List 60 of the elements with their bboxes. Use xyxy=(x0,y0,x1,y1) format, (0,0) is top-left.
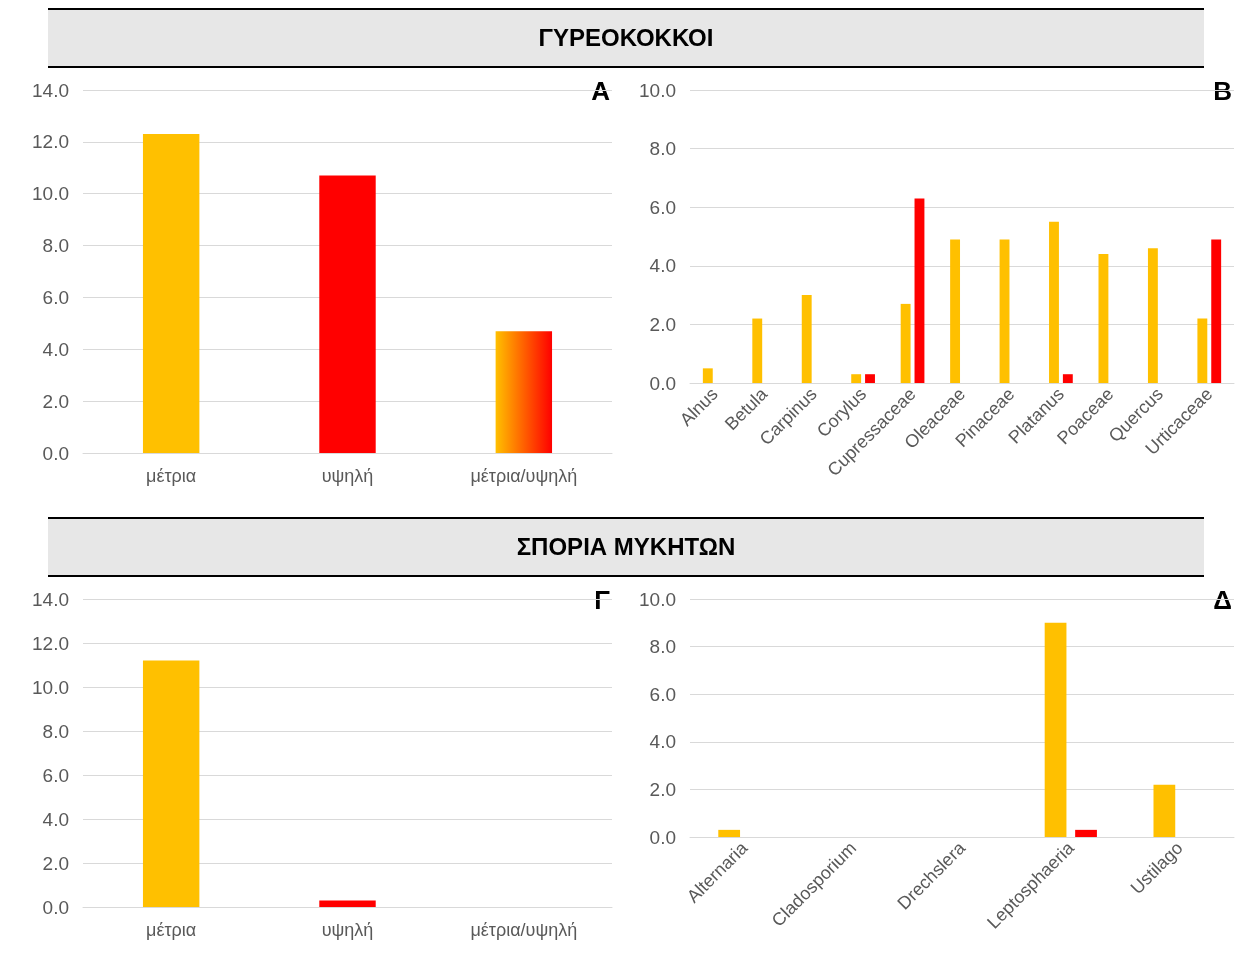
y-tick-label: 2.0 xyxy=(42,852,69,874)
bar xyxy=(1049,221,1059,383)
y-tick-label: 4.0 xyxy=(42,338,69,360)
y-tick-label: 10.0 xyxy=(32,676,69,698)
bar xyxy=(851,374,862,383)
x-tick-label: μέτρια xyxy=(146,920,197,940)
chart-title: ΓΥΡΕΟΚΟΚΚΟΙ xyxy=(48,8,1204,68)
bar xyxy=(1044,622,1067,837)
y-tick-label: 14.0 xyxy=(32,79,69,101)
bar xyxy=(142,134,200,453)
bar xyxy=(702,368,713,383)
y-tick-label: 8.0 xyxy=(42,235,69,257)
bar xyxy=(1098,254,1109,383)
y-tick-label: 0.0 xyxy=(42,896,69,918)
y-tick-label: 8.0 xyxy=(649,138,676,160)
y-tick-label: 2.0 xyxy=(649,778,676,800)
bar xyxy=(752,318,763,383)
bar xyxy=(495,331,553,453)
y-tick-label: 10.0 xyxy=(639,79,676,101)
y-tick-label: 4.0 xyxy=(42,808,69,830)
x-tick-label: μέτρια xyxy=(146,466,197,486)
bar xyxy=(914,198,925,383)
y-tick-label: 12.0 xyxy=(32,632,69,654)
y-tick-label: 8.0 xyxy=(42,720,69,742)
y-tick-label: 12.0 xyxy=(32,131,69,153)
bar xyxy=(950,239,961,383)
y-tick-label: 6.0 xyxy=(649,683,676,705)
y-tick-label: 0.0 xyxy=(649,372,676,394)
chart-title: ΣΠΟΡΙΑ ΜΥΚΗΤΩΝ xyxy=(48,517,1204,577)
bar xyxy=(900,303,911,383)
x-tick-label: μέτρια/υψηλή xyxy=(470,466,578,486)
y-tick-label: 8.0 xyxy=(649,636,676,658)
x-tick-label: υψηλή xyxy=(321,466,374,486)
y-tick-label: 10.0 xyxy=(639,588,676,610)
bar xyxy=(865,374,875,383)
y-tick-label: 0.0 xyxy=(42,442,69,464)
y-tick-label: 0.0 xyxy=(649,826,676,848)
bar xyxy=(1197,318,1208,383)
y-tick-label: 4.0 xyxy=(649,731,676,753)
bar xyxy=(718,829,741,837)
bar xyxy=(1062,374,1073,383)
bar xyxy=(1153,784,1176,837)
y-tick-label: 6.0 xyxy=(649,196,676,218)
annotation: Δ xyxy=(1213,585,1232,615)
annotation: Γ xyxy=(594,585,611,615)
bar xyxy=(1147,248,1158,383)
x-tick-label: μέτρια/υψηλή xyxy=(470,920,578,940)
y-tick-label: 6.0 xyxy=(42,764,69,786)
bar xyxy=(319,175,376,453)
y-tick-label: 4.0 xyxy=(649,255,676,277)
bar xyxy=(1075,829,1097,837)
y-tick-label: 10.0 xyxy=(32,183,69,205)
bar xyxy=(801,295,812,383)
y-tick-label: 6.0 xyxy=(42,286,69,308)
y-tick-label: 14.0 xyxy=(32,588,69,610)
y-tick-label: 2.0 xyxy=(649,313,676,335)
y-tick-label: 2.0 xyxy=(42,390,69,412)
bar xyxy=(999,239,1010,383)
x-tick-label: υψηλή xyxy=(321,920,374,940)
bar xyxy=(1211,239,1222,383)
